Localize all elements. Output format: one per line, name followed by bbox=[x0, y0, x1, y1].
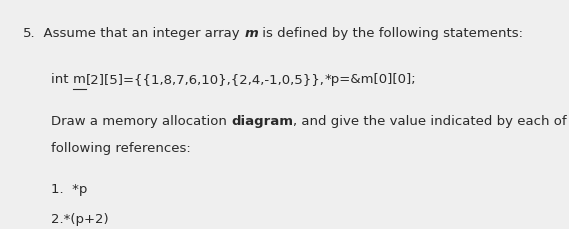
Text: m: m bbox=[73, 73, 86, 86]
Text: [2][5]={{1,8,7,6,10},{2,4,-1,0,5}},: [2][5]={{1,8,7,6,10},{2,4,-1,0,5}}, bbox=[86, 73, 325, 86]
Text: following references:: following references: bbox=[51, 142, 191, 155]
Text: 5.: 5. bbox=[23, 27, 35, 41]
Text: int: int bbox=[51, 73, 73, 86]
Text: m: m bbox=[244, 27, 258, 41]
Text: is defined by the following statements:: is defined by the following statements: bbox=[258, 27, 523, 41]
Text: diagram: diagram bbox=[232, 114, 294, 128]
Text: 2.*(p+2): 2.*(p+2) bbox=[51, 213, 109, 226]
Text: 1.  *p: 1. *p bbox=[51, 183, 88, 196]
Text: Draw a memory allocation: Draw a memory allocation bbox=[51, 114, 232, 128]
Text: Assume that an integer array: Assume that an integer array bbox=[35, 27, 244, 41]
Text: *p=&m[0][0];: *p=&m[0][0]; bbox=[325, 73, 417, 86]
Text: , and give the value indicated by each of the: , and give the value indicated by each o… bbox=[294, 114, 569, 128]
